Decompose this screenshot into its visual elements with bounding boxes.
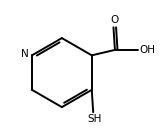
Text: OH: OH [140, 45, 156, 55]
Text: N: N [21, 49, 29, 59]
Text: O: O [111, 15, 119, 25]
Text: SH: SH [87, 114, 102, 124]
